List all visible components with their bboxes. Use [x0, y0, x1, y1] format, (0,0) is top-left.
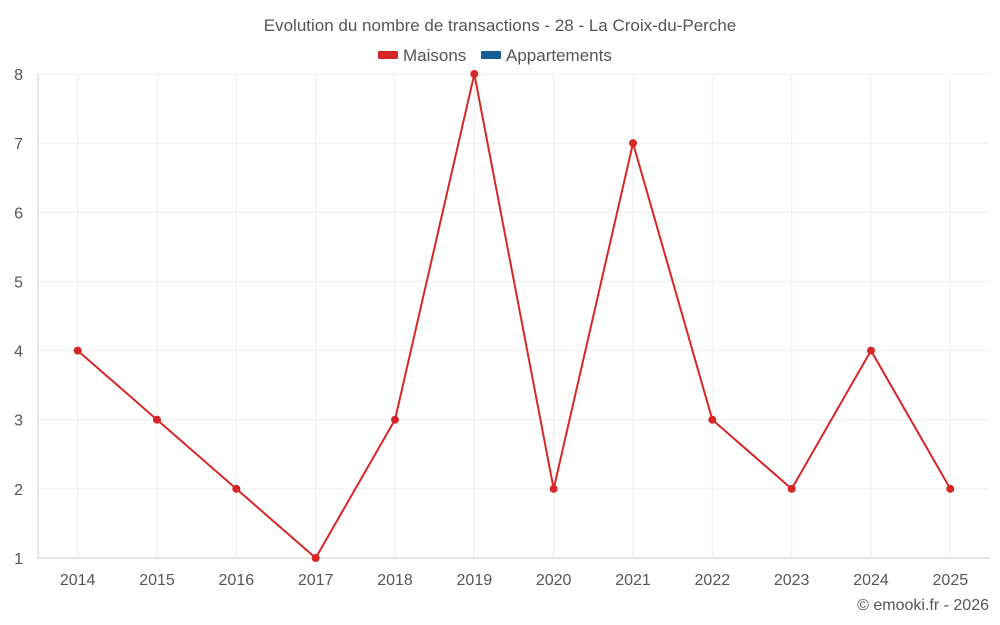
data-point[interactable] [867, 346, 875, 355]
data-point[interactable] [708, 415, 717, 424]
data-point[interactable] [787, 484, 796, 493]
x-tick-label: 2016 [219, 572, 255, 589]
legend-swatch-appartements [481, 51, 501, 59]
x-gridlines [77, 74, 951, 558]
data-point[interactable] [73, 346, 82, 355]
y-tick-label: 2 [14, 482, 23, 499]
y-tick-label: 4 [14, 344, 23, 361]
data-point[interactable] [311, 554, 320, 562]
series-line [77, 73, 952, 559]
x-tick-label: 2018 [377, 572, 413, 589]
y-tick-label: 1 [14, 551, 23, 568]
y-tick-label: 3 [14, 413, 23, 430]
data-point[interactable] [470, 70, 479, 78]
legend: Maisons Appartements [378, 46, 612, 65]
x-axis-ticks: 2014 2015 2016 2017 2018 2019 2020 2021 2022 2023… [60, 572, 968, 589]
chart-title: Evolution du nombre de transactions - 28… [264, 16, 736, 35]
y-axis-ticks: 1 2 3 4 5 6 7 8 [14, 67, 23, 568]
x-tick-label: 2022 [695, 572, 731, 589]
legend-item-appartements[interactable]: Appartements [481, 46, 612, 65]
data-point[interactable] [946, 484, 955, 493]
legend-swatch-maisons [378, 51, 398, 59]
credit-text: © emooki.fr - 2026 [857, 597, 989, 614]
series-maisons [73, 70, 955, 562]
y-tick-label: 5 [14, 274, 23, 291]
y-tick-label: 7 [14, 136, 23, 153]
x-tick-label: 2021 [615, 572, 651, 589]
x-tick-label: 2014 [60, 572, 96, 589]
y-tick-label: 8 [14, 67, 23, 84]
data-point[interactable] [391, 415, 399, 424]
legend-label-maisons: Maisons [403, 46, 466, 65]
x-tick-label: 2025 [933, 572, 969, 589]
data-point[interactable] [153, 415, 161, 424]
data-point[interactable] [629, 139, 637, 148]
y-gridlines [38, 73, 990, 490]
x-tick-label: 2019 [457, 572, 493, 589]
data-point[interactable] [232, 484, 241, 493]
x-tick-label: 2023 [774, 572, 810, 589]
legend-label-appartements: Appartements [506, 46, 612, 65]
x-tick-label: 2017 [298, 572, 334, 589]
data-point[interactable] [549, 484, 558, 493]
legend-item-maisons[interactable]: Maisons [378, 46, 466, 65]
x-tick-label: 2020 [536, 572, 572, 589]
y-tick-label: 6 [14, 205, 23, 222]
x-tick-label: 2015 [139, 572, 175, 589]
x-tick-label: 2024 [853, 572, 889, 589]
